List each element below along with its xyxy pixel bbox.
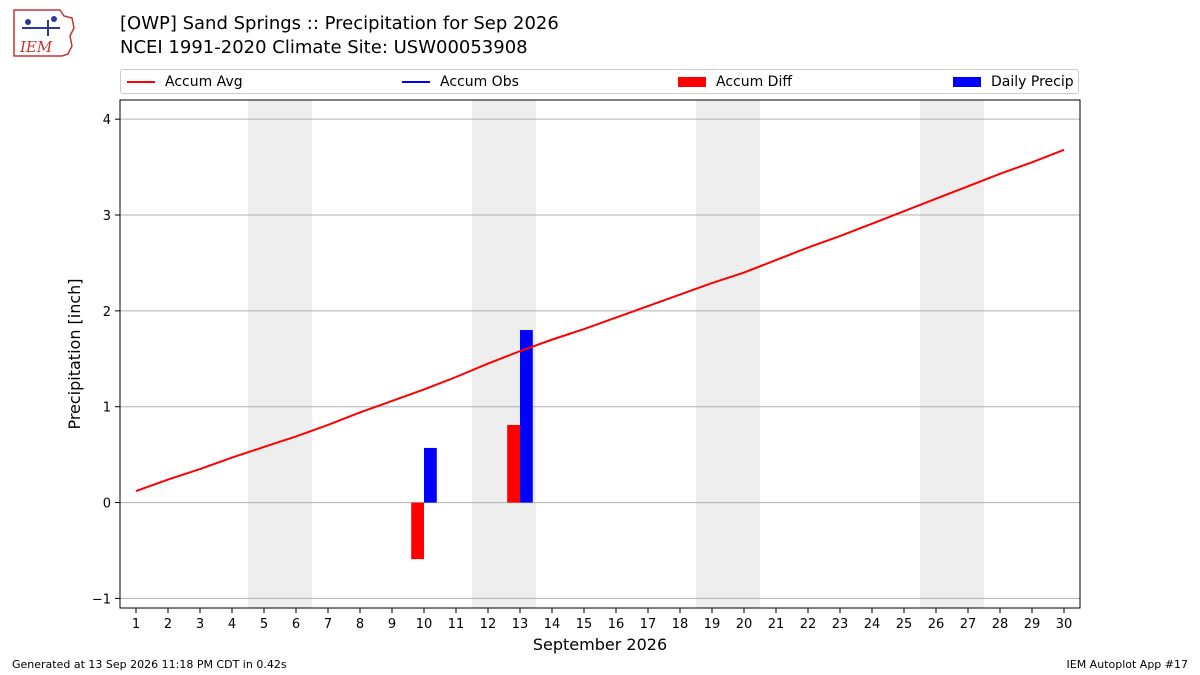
x-tick-label: 11 [448,617,465,632]
x-axis-label: September 2026 [533,635,667,654]
legend-label-accum-obs: Accum Obs [440,73,519,90]
x-tick-label: 18 [672,617,689,632]
x-tick-label: 27 [960,617,977,632]
x-tick-label: 12 [480,617,497,632]
x-tick-label: 2 [164,617,172,632]
legend-swatch-accum-obs [402,80,430,83]
x-tick-label: 16 [608,617,625,632]
legend: Accum Avg Accum Obs Accum Diff Daily Pre… [120,69,1079,94]
y-tick-label: 0 [103,497,111,512]
weekend-shade-3 [696,100,760,608]
accum-avg-line [135,148,1065,493]
chart-subtitle: NCEI 1991-2020 Climate Site: USW00053908 [120,37,528,58]
y-tick-label: 2 [103,305,111,320]
accum-diff-bar-day-10 [411,502,424,560]
daily-precip-bar-day-13 [520,330,533,503]
x-tick-label: 23 [832,617,849,632]
legend-swatch-accum-avg [127,80,155,83]
legend-swatch-daily-precip [953,76,981,87]
legend-swatch-accum-diff [678,76,706,87]
x-tick-label: 15 [576,617,593,632]
x-tick-label: 8 [356,617,364,632]
x-tick-label: 13 [512,617,529,632]
legend-item-daily-precip: Daily Precip [953,70,1074,93]
legend-item-accum-avg: Accum Avg [127,70,243,93]
logo-text: IEM [19,38,53,56]
x-tick-label: 14 [544,617,561,632]
weekend-shade-1 [248,100,312,608]
x-tick-label: 5 [260,617,268,632]
legend-item-accum-diff: Accum Diff [678,70,792,93]
x-tick-label: 29 [1024,617,1041,632]
y-tick-label: 1 [103,401,111,416]
x-tick-label: 3 [196,617,204,632]
x-tick-label: 20 [736,617,753,632]
iem-logo: IEM [13,9,75,57]
footer-generated: Generated at 13 Sep 2026 11:18 PM CDT in… [12,658,287,671]
x-tick-label: 26 [928,617,945,632]
y-tick-label: −1 [92,592,111,607]
x-tick-label: 6 [292,617,300,632]
daily-precip-bar-day-10 [424,447,437,503]
x-tick-label: 4 [228,617,236,632]
x-tick-label: 19 [704,617,721,632]
x-tick-label: 25 [896,617,913,632]
x-tick-label: 22 [800,617,817,632]
x-tick-label: 28 [992,617,1009,632]
y-tick-label: 4 [103,113,111,128]
x-tick-label: 7 [324,617,332,632]
legend-label-accum-diff: Accum Diff [716,73,793,90]
x-tick-label: 1 [132,617,140,632]
plot-frame [119,99,1081,609]
y-tick-label: 3 [103,209,111,224]
legend-label-daily-precip: Daily Precip [991,73,1074,90]
weekend-shade-4 [920,100,984,608]
y-axis-label: Precipitation [inch] [65,278,84,429]
accum-diff-bar-day-13 [507,424,520,503]
footer-app: IEM Autoplot App #17 [1066,658,1189,671]
x-tick-label: 21 [768,617,785,632]
x-tick-label: 24 [864,617,881,632]
chart-title: [OWP] Sand Springs :: Precipitation for … [120,13,559,34]
legend-item-accum-obs: Accum Obs [402,70,519,93]
x-tick-label: 9 [388,617,396,632]
x-tick-label: 17 [640,617,657,632]
x-tick-label: 30 [1056,617,1073,632]
legend-label-accum-avg: Accum Avg [165,73,243,90]
x-tick-label: 10 [416,617,433,632]
